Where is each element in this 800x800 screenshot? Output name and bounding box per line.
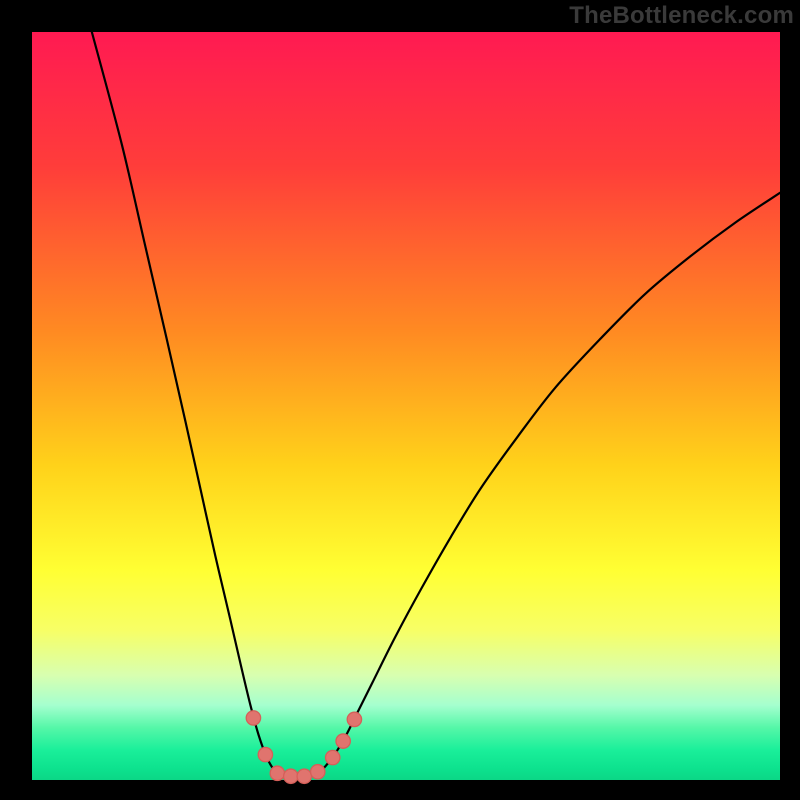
marker-point <box>258 747 272 761</box>
bottleneck-chart <box>0 0 800 800</box>
chart-gradient-panel <box>32 32 780 780</box>
marker-point <box>311 765 325 779</box>
chart-stage: TheBottleneck.com <box>0 0 800 800</box>
watermark-text: TheBottleneck.com <box>569 2 794 30</box>
marker-point <box>347 712 361 726</box>
marker-point <box>297 769 311 783</box>
marker-point <box>246 711 260 725</box>
marker-point <box>336 734 350 748</box>
marker-point <box>270 766 284 780</box>
marker-point <box>326 750 340 764</box>
marker-point <box>284 769 298 783</box>
